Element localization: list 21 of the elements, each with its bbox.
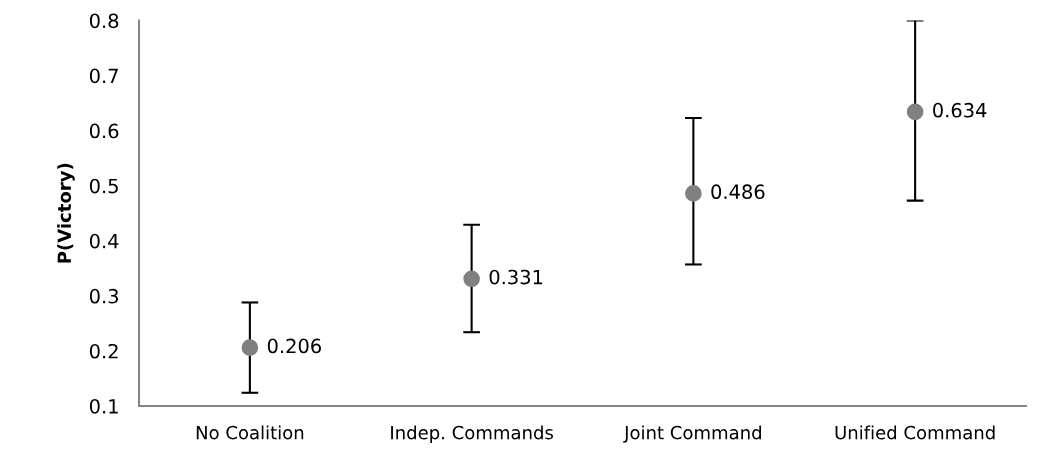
y-axis-title: P(Victory): [57, 163, 75, 263]
data-label: 0.206: [267, 338, 321, 354]
data-label: 0.634: [933, 102, 987, 118]
y-tick-label: 0.5: [89, 178, 118, 194]
y-tick-label: 0.1: [89, 398, 118, 414]
data-label: 0.486: [711, 184, 765, 200]
data-label: 0.331: [489, 269, 543, 285]
y-tick-label: 0.3: [89, 288, 118, 304]
y-tick-label: 0.6: [89, 123, 119, 139]
y-tick-label: 0.8: [89, 13, 119, 29]
y-tick-label: 0.4: [89, 233, 119, 249]
x-tick-label: Joint Command: [623, 425, 761, 443]
x-tick-label: No Coalition: [196, 425, 304, 440]
y-tick-label: 0.2: [89, 343, 118, 359]
point: [241, 339, 259, 356]
y-tick-label: 0.7: [89, 68, 118, 84]
x-tick-label: Unified Command: [835, 425, 995, 440]
point: [906, 103, 924, 121]
x-tick-label: Indep. Commands: [391, 425, 553, 443]
point: [685, 185, 702, 202]
point: [463, 270, 480, 288]
